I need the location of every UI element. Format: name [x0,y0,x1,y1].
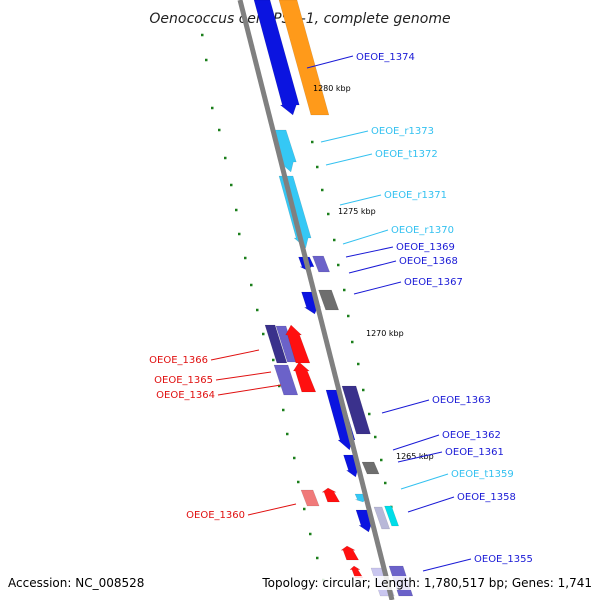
gene-label: OEOE_1374 [356,52,415,63]
leader-line [339,194,382,206]
genome-backbone [237,0,395,600]
leader-line [407,496,455,513]
gene-light-block [373,506,391,530]
gene-label: OEOE_1369 [396,242,455,253]
gene-label: OEOE_1365 [154,375,213,386]
leader-line [247,503,297,516]
gene-dark-block [264,324,288,364]
gene-label: OEOE_1361 [445,447,504,458]
gene-label: OEOE_1362 [442,430,501,441]
leader-line [348,260,397,274]
leader-line [381,399,430,414]
leader-line [325,153,373,166]
gene-OEOE_1368-arrow [312,255,331,273]
gene-label: OEOE_1363 [432,395,491,406]
leader-line [400,473,449,490]
leader-line [210,349,260,361]
accession-text: Accession: NC_008528 [8,576,145,590]
gene-label: OEOE_r1373 [371,126,434,137]
gene-gray-small [361,461,380,475]
leader-line [422,558,472,572]
scale-label: 1275 kbp [338,207,376,216]
leader-line [306,55,354,69]
leader-line [397,451,443,463]
gene-trna-aqua [384,505,400,527]
gene-label: OEOE_1364 [156,390,215,401]
gene-OEOE_1366-arrow [285,324,311,364]
gene-label: OEOE_1368 [399,256,458,267]
genome-summary-text: Topology: circular; Length: 1,780,517 bp… [262,576,592,590]
gene-red-bottom [340,545,360,561]
gene-label: OEOE_t1372 [375,149,438,160]
leader-line [217,384,282,396]
gene-OEOE_1362-block [341,385,371,435]
scale-labels: 1280 kbp 1275 kbp 1270 kbp 1265 kbp [313,84,434,461]
gene-labels: OEOE_1374 OEOE_r1373 OEOE_t1372 OEOE_r1371 O… [149,52,533,572]
gene-OEOE_1364-arrow [292,361,317,393]
gene-OEOE_1360-block [300,489,320,507]
gene-label: OEOE_r1371 [384,190,447,201]
scale-label: 1270 kbp [366,329,404,338]
gene-label: OEOE_r1370 [391,225,454,236]
gene-OEOE_1360-arrow [321,487,341,503]
leader-line [320,130,369,143]
leader-line [342,229,389,245]
scale-label: 1265 kbp [396,452,434,461]
leader-line [392,434,440,451]
leader-line [345,246,394,258]
gene-label: OEOE_1360 [186,510,245,521]
gene-gray-block [318,289,340,311]
scale-label: 1280 kbp [313,84,351,93]
gene-orange-block [278,0,330,116]
gene-label: OEOE_1358 [457,492,516,503]
leader-line [353,281,402,295]
leader-line [215,371,272,381]
gene-label: OEOE_1366 [149,355,208,366]
gene-OEOE_1374-arrow [253,0,300,116]
gene-label: OEOE_t1359 [451,469,514,480]
gene-label: OEOE_1367 [404,277,463,288]
gene-label: OEOE_1355 [474,554,533,565]
